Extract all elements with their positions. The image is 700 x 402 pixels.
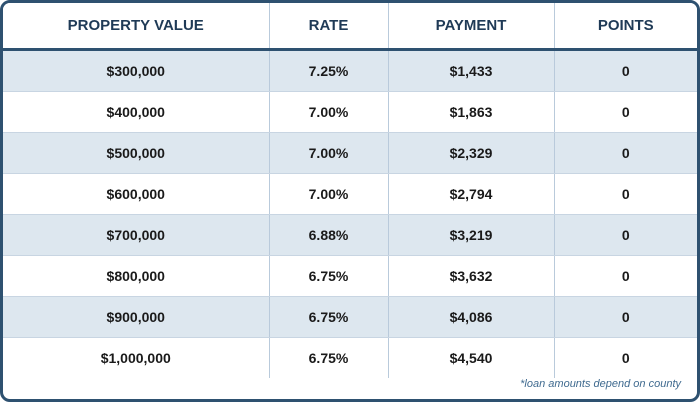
cell-payment: $3,219 — [388, 214, 555, 256]
cell-payment: $4,540 — [388, 337, 555, 378]
cell-property-value: $600,000 — [3, 173, 270, 215]
cell-property-value: $1,000,000 — [3, 337, 270, 378]
cell-points: 0 — [554, 91, 697, 133]
table-row: $400,000 7.00% $1,863 0 — [3, 91, 697, 133]
cell-property-value: $900,000 — [3, 296, 270, 338]
cell-rate: 6.75% — [269, 255, 389, 297]
table-row: $1,000,000 6.75% $4,540 0 — [3, 337, 697, 378]
table-row: $300,000 7.25% $1,433 0 — [3, 49, 697, 92]
cell-payment: $2,329 — [388, 132, 555, 174]
cell-payment: $1,433 — [388, 49, 555, 92]
cell-property-value: $800,000 — [3, 255, 270, 297]
cell-property-value: $500,000 — [3, 132, 270, 174]
table-row: $800,000 6.75% $3,632 0 — [3, 255, 697, 297]
cell-rate: 7.25% — [269, 49, 389, 92]
cell-points: 0 — [554, 296, 697, 338]
cell-points: 0 — [621, 350, 630, 366]
cell-rate: 7.00% — [269, 91, 389, 133]
cell-points: 0 — [554, 49, 697, 92]
cell-points: 0 — [554, 173, 697, 215]
cell-points: 0 — [554, 132, 697, 174]
cell-rate: 6.88% — [269, 214, 389, 256]
cell-rate: 7.00% — [269, 173, 389, 215]
header-payment: PAYMENT — [388, 3, 555, 51]
cell-rate: 7.00% — [269, 132, 389, 174]
header-rate: RATE — [269, 3, 389, 51]
table-row: $600,000 7.00% $2,794 0 — [3, 173, 697, 215]
table-row: $700,000 6.88% $3,219 0 — [3, 214, 697, 256]
cell-payment: $3,632 — [388, 255, 555, 297]
rate-table: PROPERTY VALUE RATE PAYMENT POINTS $300,… — [3, 3, 697, 378]
cell-payment: $2,794 — [388, 173, 555, 215]
cell-property-value: $300,000 — [3, 49, 270, 92]
cell-payment: $1,863 — [388, 91, 555, 133]
header-property-value: PROPERTY VALUE — [3, 3, 270, 51]
footnote: *loan amounts depend on county — [520, 378, 681, 390]
cell-property-value: $400,000 — [3, 91, 270, 133]
cell-rate: 6.75% — [269, 296, 389, 338]
table-row: $500,000 7.00% $2,329 0 — [3, 132, 697, 174]
cell-property-value: $700,000 — [3, 214, 270, 256]
table-header-row: PROPERTY VALUE RATE PAYMENT POINTS — [3, 3, 697, 51]
cell-payment: $4,086 — [388, 296, 555, 338]
cell-rate: 6.75% — [269, 337, 389, 378]
header-points: POINTS — [554, 3, 697, 51]
table-row: $900,000 6.75% $4,086 0 — [3, 296, 697, 338]
cell-points: 0 — [554, 255, 697, 297]
cell-points: 0 — [554, 214, 697, 256]
